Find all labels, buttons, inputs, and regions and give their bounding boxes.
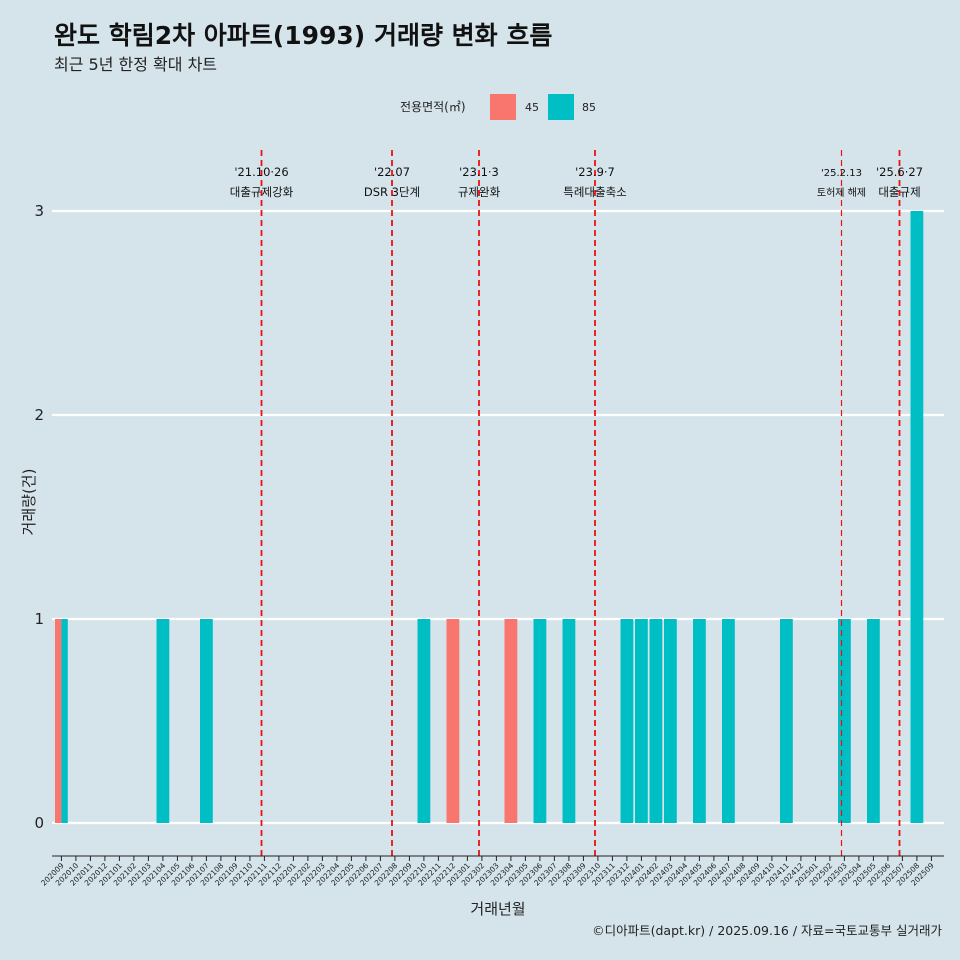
bar-85-202308 (562, 619, 576, 823)
bar-45-202212 (446, 619, 460, 823)
bars (55, 211, 924, 823)
y-tick-label: 0 (34, 814, 44, 832)
bar-85-202407 (722, 619, 735, 823)
bar-85-202405 (693, 619, 706, 823)
y-axis-ticks: 0 1 2 3 (34, 202, 44, 832)
bar-85-202104 (156, 619, 170, 823)
bar-85-202306 (533, 619, 547, 823)
event-date: '25.6·27 (876, 165, 923, 179)
bar-85-202009 (61, 619, 68, 823)
event-date: '22.07 (374, 165, 410, 179)
event-date: '23.1·3 (459, 165, 499, 179)
bar-85-202210 (417, 619, 431, 823)
event-label: 대출규제강화 (230, 185, 294, 199)
legend-title: 전용면적(㎡) (400, 100, 466, 114)
event-label: 특례대출축소 (563, 185, 626, 199)
event-annotations: '21.10·26 대출규제강화 '22.07 DSR 3단계 '23.1·3 규제완화 '… (230, 165, 923, 199)
event-date: '23.9·7 (575, 165, 615, 179)
bar-85-202508 (910, 211, 924, 823)
legend-swatch-45 (490, 94, 516, 120)
chart-title: 완도 학림2차 아파트(1993) 거래량 변화 흐름 (54, 21, 552, 50)
bar-85-202403 (664, 619, 677, 823)
legend-swatch-85 (548, 94, 574, 120)
bar-85-202505 (867, 619, 880, 823)
gridlines (52, 209, 944, 825)
y-axis-title: 거래량(건) (20, 469, 38, 536)
event-date: '21.10·26 (234, 165, 288, 179)
y-tick-label: 2 (34, 406, 44, 424)
y-tick-label: 3 (34, 202, 44, 220)
x-axis-title: 거래년월 (470, 900, 525, 918)
bar-85-202401 (635, 619, 648, 823)
y-tick-label: 1 (34, 610, 44, 628)
caption: ©디아파트(dapt.kr) / 2025.09.16 / 자료=국토교통부 실… (592, 923, 942, 938)
legend-label-45: 45 (525, 101, 539, 114)
bar-85-202107 (200, 619, 213, 823)
chart-subtitle: 최근 5년 한정 확대 차트 (54, 55, 217, 74)
event-label: 규제완화 (458, 185, 501, 199)
bar-85-202503 (838, 619, 851, 823)
event-date: '25.2.13 (821, 168, 862, 179)
legend-label-85: 85 (582, 101, 596, 114)
bar-85-202402 (649, 619, 663, 823)
event-lines (260, 150, 901, 856)
bar-85-202312 (620, 619, 634, 823)
event-label: DSR 3단계 (364, 185, 420, 199)
bar-85-202411 (780, 619, 793, 823)
event-label: 대출규제 (878, 185, 920, 199)
legend: 전용면적(㎡) 45 85 (400, 94, 596, 120)
bar-45-202304 (504, 619, 518, 823)
bar-45-202009 (55, 619, 62, 823)
event-label: 토허제 해제 (817, 186, 866, 199)
x-axis: 2020092020102020112020122021012021022021… (39, 855, 944, 888)
